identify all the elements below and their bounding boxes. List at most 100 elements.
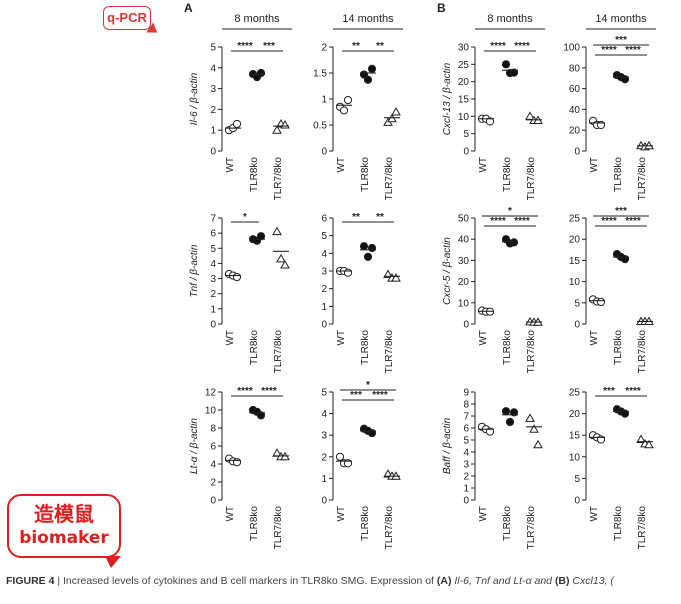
x-tick-label: TLR8ko (502, 157, 513, 192)
panel-9: 0 2 4 6 8 10 12 Lt-α / β-actin WT TLR8ko TLR7/8ko *… (189, 386, 290, 549)
significance-label: ** (352, 41, 360, 52)
y-tick-label: 4 (210, 63, 216, 74)
caption-text: | Increased levels of cytokines and B ce… (54, 575, 437, 587)
data-point (596, 297, 606, 307)
y-tick-label: 4 (321, 249, 327, 260)
caption-a: (A) (436, 575, 452, 587)
significance-label: *** (263, 41, 275, 52)
y-tick-label: 4 (210, 460, 216, 471)
x-tick-label: TLR8ko (613, 506, 624, 541)
y-tick-label: 0 (210, 320, 216, 331)
caption-b: (B) (554, 575, 570, 587)
caption-b-genes: Cxcl13, ( (569, 575, 614, 587)
y-tick-label: 2 (463, 472, 469, 483)
y-tick-label: 20 (458, 77, 470, 88)
y-tick-label: 15 (569, 431, 581, 442)
y-tick-label: 3 (463, 460, 469, 471)
significance-label: **** (625, 216, 641, 227)
x-tick-label: TLR7/8ko (273, 157, 284, 201)
significance-label: **** (514, 41, 530, 52)
significance-label: ** (376, 41, 384, 52)
y-tick-label: 0 (210, 496, 216, 507)
y-tick-label: 1.5 (313, 69, 327, 80)
y-tick-label: 10 (569, 452, 581, 463)
y-tick-label: 4 (463, 448, 469, 459)
y-tick-label: 0 (321, 320, 327, 331)
y-tick-label: 5 (574, 474, 580, 485)
y-tick-label: 0 (574, 496, 580, 507)
y-tick-label: 4 (321, 409, 327, 420)
y-tick-label: 1 (321, 302, 327, 313)
figure-caption: FIGURE 4 | Increased levels of cytokines… (6, 575, 681, 587)
y-tick-label: 0 (574, 320, 580, 331)
x-tick-label: TLR8ko (502, 330, 513, 365)
data-point (485, 117, 495, 126)
significance-label: * (508, 206, 512, 217)
badge-line-1: 造模鼠 (34, 502, 94, 526)
y-tick-label: 0 (463, 496, 469, 507)
badge-line-2: biomaker (19, 528, 109, 548)
x-tick-label: WT (336, 330, 347, 346)
y-tick-label: 4 (210, 259, 216, 270)
x-tick-label: WT (225, 330, 236, 346)
panel-title: 14 months (342, 13, 394, 25)
significance-label: **** (372, 390, 388, 401)
y-tick-label: 0 (321, 147, 327, 158)
significance-label: **** (490, 216, 506, 227)
y-tick-label: 0 (321, 496, 327, 507)
badge-tail (105, 556, 121, 568)
y-tick-label: 0.5 (313, 121, 327, 132)
x-tick-label: TLR7/8ko (273, 330, 284, 374)
data-point (256, 232, 266, 241)
x-tick-label: TLR8ko (613, 157, 624, 192)
model-mouse-badge: 造模鼠 biomaker (7, 494, 121, 568)
y-tick-label: 1 (210, 304, 216, 315)
y-tick-label: 25 (458, 60, 470, 71)
y-tick-label: 100 (563, 43, 580, 54)
data-point (509, 68, 519, 77)
x-tick-label: WT (589, 157, 600, 173)
x-tick-label: WT (589, 506, 600, 522)
y-tick-label: 20 (458, 277, 470, 288)
significance-label: *** (603, 386, 615, 397)
y-axis-label: Baff / β-actin (442, 417, 453, 474)
y-tick-label: 40 (458, 235, 470, 246)
panel-title: 8 months (234, 13, 280, 25)
y-tick-label: 3 (321, 431, 327, 442)
x-tick-label: TLR8ko (360, 330, 371, 365)
significance-label: **** (490, 41, 506, 52)
data-point (256, 411, 266, 420)
y-tick-label: 2 (321, 43, 327, 54)
y-tick-label: 10 (458, 112, 470, 123)
significance-label: **** (601, 45, 617, 56)
significance-label: * (243, 212, 247, 223)
significance-label: ** (352, 212, 360, 223)
y-tick-label: 7 (463, 412, 469, 423)
significance-label: *** (350, 390, 362, 401)
x-tick-label: TLR8ko (249, 330, 260, 365)
data-point (509, 238, 519, 247)
data-point (339, 106, 349, 115)
panel-title: 8 months (487, 13, 533, 25)
panel-title: 14 months (595, 13, 647, 25)
x-tick-label: WT (478, 506, 489, 522)
y-tick-label: 12 (205, 388, 217, 399)
y-axis-label: Cxcr-5 / β-actin (442, 237, 453, 305)
data-point (363, 252, 373, 261)
y-axis-label: Lt-α / β-actin (189, 418, 200, 474)
y-tick-label: 30 (458, 43, 470, 54)
significance-label: **** (601, 216, 617, 227)
x-tick-label: TLR7/8ko (526, 506, 537, 550)
data-point (359, 242, 369, 251)
panel-5: 0 1 2 3 4 5 6 7 Tnf / β-actin WT TLR8ko TLR7/8ko * (189, 212, 290, 374)
y-tick-label: 5 (463, 129, 469, 140)
y-tick-label: 40 (569, 105, 581, 116)
significance-label: *** (615, 206, 627, 217)
y-tick-label: 6 (321, 214, 327, 225)
x-tick-label: TLR8ko (613, 330, 624, 365)
panel-2: 14 months 0 0.5 1 1.5 2 WT TLR8ko TLR7/8ko ** ** (313, 13, 403, 200)
y-axis-label: Il-6 / β-actin (189, 72, 200, 125)
